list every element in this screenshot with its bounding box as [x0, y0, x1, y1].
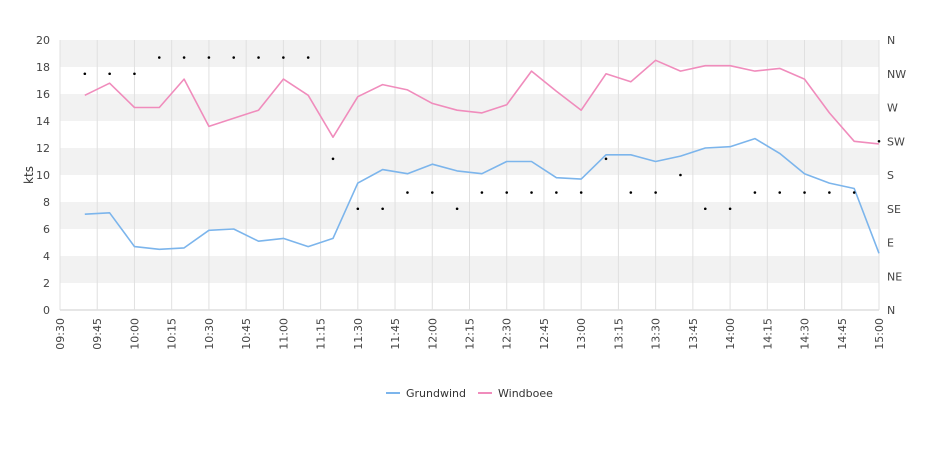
direction-point [877, 139, 881, 143]
direction-point [803, 191, 806, 194]
series-line-windboee [84, 59, 880, 145]
direction-point [83, 72, 87, 76]
direction-point [257, 56, 260, 59]
direction-tick-label: W [887, 102, 898, 115]
x-tick-label: 13:00 [575, 318, 588, 350]
legend[interactable]: Grundwind Windboee [386, 387, 553, 400]
direction-point [505, 191, 509, 194]
direction-point [828, 191, 831, 194]
direction-point [331, 157, 335, 161]
legend-label: Windboee [498, 387, 553, 400]
direction-point [480, 191, 484, 194]
x-tick-label: 12:00 [426, 318, 439, 350]
y-tick-label: 8 [43, 196, 50, 209]
direction-point [654, 191, 657, 194]
y-tick-label: 20 [36, 34, 50, 47]
direction-tick-label: SW [887, 135, 905, 148]
x-tick-label: 11:15 [315, 318, 328, 350]
direction-point [455, 207, 459, 211]
direction-point [133, 72, 136, 76]
direction-point [356, 207, 360, 211]
direction-tick-label: S [887, 169, 894, 182]
direction-points [83, 56, 881, 211]
direction-point [232, 56, 236, 59]
direction-point [108, 72, 111, 76]
x-tick-label: 14:30 [799, 318, 812, 350]
vertical-gridlines [59, 40, 880, 310]
direction-point [579, 191, 583, 194]
direction-point [728, 207, 732, 211]
legend-item-grundwind[interactable]: Grundwind [386, 387, 466, 400]
x-tick-label: 10:00 [128, 318, 141, 350]
direction-point [381, 207, 384, 211]
direction-point [753, 191, 757, 194]
direction-point [282, 56, 285, 59]
x-tick-label: 14:00 [724, 318, 737, 350]
y-tick-label: 6 [43, 223, 50, 236]
x-tick-label: 12:30 [501, 318, 514, 350]
x-tick-label: 11:00 [277, 318, 290, 350]
x-tick-label: 12:15 [464, 318, 477, 350]
y-tick-label: 2 [43, 277, 50, 290]
y-axis-tick-labels: 0 2 4 6 8 10 12 14 16 18 20 [36, 34, 50, 317]
direction-point [157, 56, 161, 59]
direction-point [207, 56, 211, 59]
direction-point [306, 56, 310, 59]
x-tick-label: 09:30 [54, 318, 67, 350]
direction-point [555, 191, 558, 194]
direction-tick-label: NW [887, 68, 906, 81]
y-axis-label: kts [22, 166, 36, 184]
y-tick-label: 12 [36, 142, 50, 155]
y-tick-label: 14 [36, 115, 50, 128]
x-tick-label: 14:15 [761, 318, 774, 350]
direction-axis-tick-labels: N NE E SE S SW W NW N [887, 34, 906, 317]
y-tick-label: 0 [43, 304, 50, 317]
direction-point [778, 191, 782, 194]
series-line-grundwind [84, 137, 880, 254]
direction-point [852, 191, 856, 194]
direction-tick-label: SE [887, 203, 901, 216]
direction-tick-label: E [887, 237, 894, 250]
direction-point [430, 191, 434, 194]
x-tick-label: 13:15 [612, 318, 625, 350]
x-tick-label: 10:15 [166, 318, 179, 350]
y-tick-label: 4 [43, 250, 50, 263]
direction-point [679, 173, 682, 177]
direction-point [629, 191, 633, 194]
x-tick-label: 15:00 [873, 318, 886, 350]
x-tick-label: 11:45 [389, 318, 402, 350]
x-tick-label: 09:45 [91, 318, 104, 350]
x-tick-label: 11:30 [352, 318, 365, 350]
series-lines [84, 59, 880, 254]
legend-item-windboee[interactable]: Windboee [478, 387, 553, 400]
y-tick-label: 18 [36, 61, 50, 74]
direction-point [406, 191, 409, 194]
y-tick-label: 10 [36, 169, 50, 182]
x-tick-label: 10:30 [203, 318, 216, 350]
direction-tick-label: N [887, 304, 895, 317]
direction-point [703, 207, 707, 211]
x-tick-label: 14:45 [836, 318, 849, 350]
direction-tick-label: N [887, 34, 895, 47]
y-tick-label: 16 [36, 88, 50, 101]
direction-tick-label: NE [887, 270, 902, 283]
x-tick-label: 13:45 [687, 318, 700, 350]
legend-label: Grundwind [406, 387, 466, 400]
x-axis-tick-labels: 09:30 09:45 10:00 10:15 10:30 10:45 11:00 11:15… [54, 318, 886, 350]
direction-point [530, 191, 533, 194]
x-tick-label: 12:45 [538, 318, 551, 350]
direction-point [182, 56, 186, 59]
x-tick-label: 10:45 [240, 318, 253, 350]
direction-point [604, 157, 608, 161]
x-tick-label: 13:30 [650, 318, 663, 350]
